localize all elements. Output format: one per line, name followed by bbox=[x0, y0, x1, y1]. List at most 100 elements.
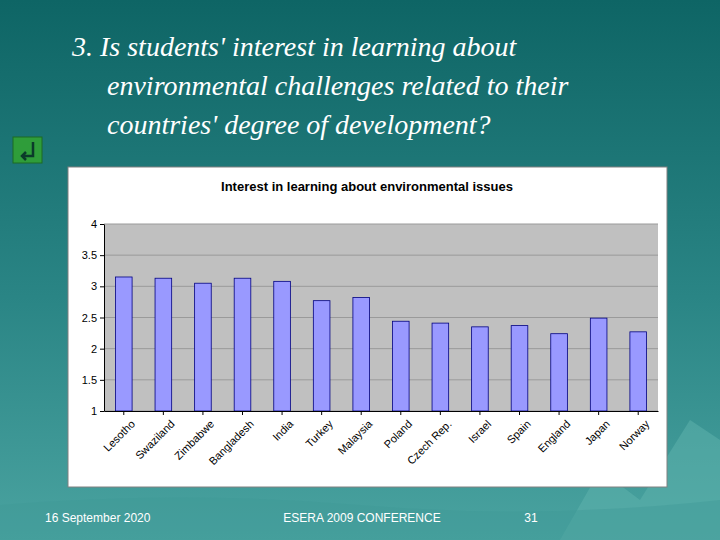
y-tick: 3 bbox=[91, 280, 104, 292]
x-tick-mark bbox=[519, 411, 520, 415]
y-tick-label: 2.5 bbox=[82, 312, 97, 324]
bar bbox=[353, 298, 370, 411]
x-tick-label: Spain bbox=[505, 418, 533, 446]
bar bbox=[432, 323, 449, 411]
bar bbox=[392, 321, 409, 411]
x-tick-label: Swaziland bbox=[133, 418, 177, 462]
bar bbox=[234, 278, 251, 411]
x-tick: Spain bbox=[505, 411, 533, 446]
x-tick-mark bbox=[559, 411, 560, 415]
grid-line bbox=[104, 286, 658, 287]
bar bbox=[274, 281, 291, 411]
x-tick-label: India bbox=[270, 417, 296, 443]
x-tick-label: Bangladesh bbox=[206, 418, 256, 468]
decoration bbox=[0, 498, 720, 540]
y-tick-label: 1 bbox=[91, 405, 97, 417]
x-tick-label: Poland bbox=[381, 418, 414, 451]
return-button[interactable] bbox=[13, 137, 42, 163]
x-tick-label: Israel bbox=[466, 418, 494, 446]
x-tick: Malaysia bbox=[335, 411, 375, 457]
footer-date: 16 September 2020 bbox=[45, 511, 151, 525]
heading-line: environmental challenges related to thei… bbox=[107, 70, 568, 101]
y-tick-mark bbox=[100, 255, 104, 256]
x-tick-label: Turkey bbox=[303, 417, 335, 449]
x-tick: Poland bbox=[381, 411, 414, 450]
x-tick: India bbox=[270, 411, 296, 443]
plot-area bbox=[104, 224, 658, 411]
y-tick: 3.5 bbox=[82, 249, 104, 261]
x-tick-label: Czech Rep. bbox=[405, 418, 454, 467]
footer: 16 September 2020 ESERA 2009 CONFERENCE 31 bbox=[45, 511, 538, 525]
y-tick-label: 1.5 bbox=[82, 374, 97, 386]
x-tick: Israel bbox=[466, 411, 494, 445]
x-tick: Swaziland bbox=[133, 411, 177, 462]
x-tick-label: England bbox=[535, 418, 572, 455]
heading: 3. Is students' interest in learning abo… bbox=[71, 31, 568, 140]
x-tick-mark bbox=[638, 411, 639, 415]
bar bbox=[590, 318, 607, 411]
y-tick-label: 4 bbox=[91, 218, 97, 230]
return-arrow[interactable] bbox=[22, 142, 33, 160]
y-axis: 1 1.5 2 2.5 3 3.5 4 bbox=[82, 218, 105, 417]
y-tick-label: 3.5 bbox=[82, 249, 97, 261]
y-tick: 1 bbox=[91, 405, 104, 417]
heading-line: countries' degree of development? bbox=[107, 109, 491, 140]
bar bbox=[155, 278, 172, 411]
grid-line bbox=[104, 255, 658, 256]
x-tick-mark bbox=[440, 411, 441, 415]
y-tick: 2.5 bbox=[82, 312, 104, 324]
x-tick: Lesotho bbox=[101, 411, 137, 454]
x-axis-line bbox=[105, 411, 659, 412]
grid-line bbox=[104, 224, 658, 225]
bar bbox=[511, 326, 528, 411]
x-tick-mark bbox=[598, 411, 599, 415]
background bbox=[0, 0, 720, 540]
y-tick-label: 3 bbox=[91, 280, 97, 292]
footer-page: 31 bbox=[524, 511, 538, 525]
x-tick: England bbox=[535, 411, 572, 455]
x-tick: Bangladesh bbox=[206, 411, 256, 467]
chart-box bbox=[68, 167, 667, 487]
x-tick-label: Lesotho bbox=[101, 418, 137, 454]
x-tick-mark bbox=[242, 411, 243, 415]
bars bbox=[115, 277, 646, 411]
y-tick: 2 bbox=[91, 343, 104, 355]
footer-conference: ESERA 2009 CONFERENCE bbox=[283, 511, 440, 525]
x-tick: Czech Rep. bbox=[405, 411, 454, 467]
y-tick-mark bbox=[100, 224, 104, 225]
bar bbox=[115, 277, 132, 411]
y-tick: 1.5 bbox=[82, 374, 104, 386]
y-tick-mark bbox=[100, 318, 104, 319]
bar bbox=[472, 327, 489, 411]
x-tick-mark bbox=[321, 411, 322, 415]
return-button-bg[interactable] bbox=[13, 137, 42, 163]
bar bbox=[313, 301, 330, 411]
y-tick-mark bbox=[100, 349, 104, 350]
slide: 3. Is students' interest in learning abo… bbox=[0, 0, 720, 540]
bar bbox=[551, 334, 568, 411]
x-tick-mark bbox=[400, 411, 401, 415]
heading-line: 3. Is students' interest in learning abo… bbox=[71, 31, 518, 62]
x-tick-mark bbox=[202, 411, 203, 415]
x-tick-label: Norway bbox=[617, 417, 652, 452]
x-tick: Turkey bbox=[303, 411, 335, 450]
x-tick-mark bbox=[282, 411, 283, 415]
x-tick-mark bbox=[123, 411, 124, 415]
x-tick: Japan bbox=[582, 411, 612, 447]
x-tick-label: Malaysia bbox=[335, 417, 375, 457]
grid-line bbox=[104, 379, 658, 380]
x-tick: Norway bbox=[617, 411, 652, 452]
grid-line bbox=[104, 411, 658, 412]
grid bbox=[104, 224, 658, 411]
grid-line bbox=[104, 317, 658, 318]
y-axis-line bbox=[104, 225, 105, 412]
y-tick-mark bbox=[100, 380, 104, 381]
x-tick-label: Japan bbox=[582, 418, 612, 448]
bar bbox=[195, 283, 212, 411]
x-tick-mark bbox=[361, 411, 362, 415]
y-tick: 4 bbox=[91, 218, 104, 230]
y-tick-mark bbox=[100, 286, 104, 287]
grid-line bbox=[104, 348, 658, 349]
x-tick-mark bbox=[163, 411, 164, 415]
chart-title: Interest in learning about environmental… bbox=[221, 179, 513, 194]
